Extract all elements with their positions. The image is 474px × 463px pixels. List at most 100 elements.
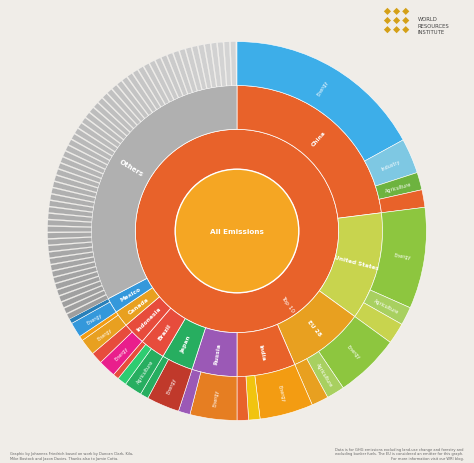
Text: Energy: Energy (85, 312, 103, 325)
Wedge shape (237, 325, 295, 377)
Wedge shape (49, 201, 93, 213)
Text: Agriculture: Agriculture (315, 361, 333, 387)
Text: Agriculture: Agriculture (374, 298, 400, 315)
Wedge shape (48, 220, 91, 227)
Wedge shape (355, 303, 402, 343)
Wedge shape (255, 365, 312, 419)
Wedge shape (365, 141, 417, 187)
Wedge shape (69, 299, 110, 324)
Wedge shape (50, 195, 94, 207)
Wedge shape (51, 258, 95, 271)
Wedge shape (117, 82, 148, 119)
Polygon shape (402, 9, 410, 16)
Wedge shape (78, 124, 118, 152)
Wedge shape (64, 291, 106, 313)
Wedge shape (100, 332, 142, 375)
Wedge shape (90, 108, 127, 140)
Wedge shape (94, 104, 130, 136)
Wedge shape (98, 99, 133, 132)
Wedge shape (103, 94, 137, 129)
Wedge shape (72, 302, 116, 337)
Wedge shape (319, 213, 383, 317)
Text: India: India (258, 344, 266, 361)
Wedge shape (56, 170, 100, 188)
Polygon shape (393, 9, 400, 16)
Wedge shape (192, 328, 237, 377)
Wedge shape (179, 369, 201, 414)
Wedge shape (307, 352, 343, 397)
Wedge shape (52, 263, 96, 277)
Wedge shape (47, 233, 91, 239)
Wedge shape (54, 268, 97, 283)
Text: Agriculture: Agriculture (385, 181, 412, 194)
Wedge shape (108, 279, 153, 313)
Wedge shape (138, 68, 164, 107)
Text: Russia: Russia (213, 342, 222, 364)
Wedge shape (135, 130, 339, 333)
Wedge shape (61, 158, 103, 179)
Text: EU 28: EU 28 (306, 319, 322, 337)
Text: Energy: Energy (346, 344, 361, 360)
Wedge shape (148, 360, 192, 411)
Wedge shape (50, 253, 94, 264)
Text: Brazil: Brazil (157, 323, 173, 341)
Wedge shape (375, 173, 422, 200)
Wedge shape (295, 359, 328, 405)
Wedge shape (80, 313, 118, 341)
Text: Agriculture: Agriculture (136, 358, 155, 384)
Text: Energy: Energy (212, 388, 219, 406)
Wedge shape (150, 62, 173, 103)
Wedge shape (190, 372, 237, 420)
Wedge shape (180, 50, 197, 93)
Wedge shape (47, 227, 91, 232)
Wedge shape (128, 74, 156, 113)
Wedge shape (59, 282, 102, 302)
Wedge shape (116, 288, 159, 325)
Wedge shape (48, 208, 92, 217)
Text: Japan: Japan (180, 334, 192, 353)
Text: Top 10: Top 10 (280, 294, 295, 313)
Wedge shape (75, 129, 115, 156)
Wedge shape (163, 319, 206, 369)
Wedge shape (51, 188, 95, 202)
Text: Mexico: Mexico (119, 287, 142, 303)
Wedge shape (86, 113, 123, 144)
Wedge shape (142, 308, 185, 357)
Wedge shape (237, 43, 403, 162)
Wedge shape (364, 290, 410, 325)
Wedge shape (167, 54, 187, 96)
Wedge shape (230, 43, 236, 86)
Wedge shape (126, 349, 163, 394)
Wedge shape (246, 375, 260, 420)
Text: China: China (310, 130, 327, 148)
Polygon shape (393, 27, 400, 34)
Wedge shape (48, 238, 92, 245)
Wedge shape (66, 146, 107, 169)
Polygon shape (384, 18, 391, 25)
Wedge shape (173, 52, 192, 95)
Wedge shape (67, 295, 108, 319)
Wedge shape (379, 190, 425, 213)
Text: Energy: Energy (114, 345, 130, 361)
Wedge shape (218, 43, 226, 87)
Wedge shape (108, 90, 140, 125)
Wedge shape (319, 317, 390, 388)
Text: Graphic by Johannes Friedrich based on work by Duncan Clark, Kila,
Mike Bostock : Graphic by Johannes Friedrich based on w… (10, 451, 134, 460)
Wedge shape (58, 164, 101, 183)
Wedge shape (211, 44, 221, 88)
Wedge shape (277, 291, 355, 365)
Wedge shape (155, 59, 178, 100)
Wedge shape (82, 119, 120, 148)
Wedge shape (161, 56, 182, 98)
Wedge shape (82, 315, 126, 354)
Wedge shape (126, 297, 171, 342)
Wedge shape (192, 47, 206, 90)
Text: Energy: Energy (96, 327, 113, 341)
Text: Energy: Energy (394, 252, 411, 259)
Text: WORLD
RESOURCES
INSTITUTE: WORLD RESOURCES INSTITUTE (418, 17, 449, 35)
Text: Canada: Canada (127, 296, 150, 315)
Wedge shape (49, 248, 93, 258)
Wedge shape (69, 140, 109, 165)
Text: Energy: Energy (316, 79, 329, 96)
Wedge shape (237, 376, 248, 420)
